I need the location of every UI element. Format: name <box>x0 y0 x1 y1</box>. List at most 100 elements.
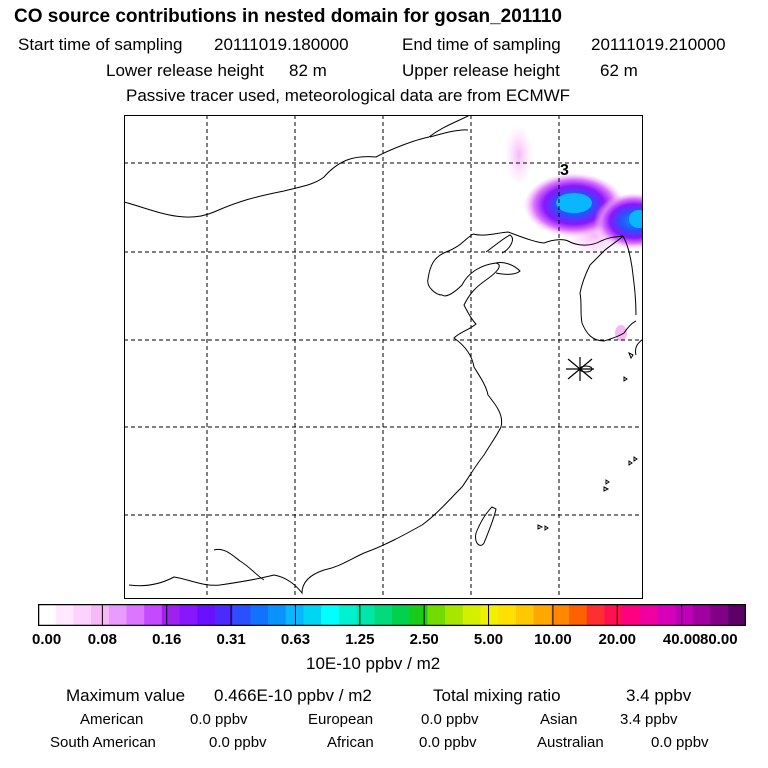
colorbar-cell <box>215 604 234 626</box>
colorbar-cell <box>586 604 605 626</box>
plume-faint-north <box>505 125 533 185</box>
colorbar-tick-label: 80.00 <box>700 631 738 648</box>
colorbar-tick-label: 1.25 <box>345 631 375 648</box>
start-time-value: 20111019.180000 <box>214 35 349 54</box>
colorbar-cell <box>445 604 464 626</box>
colorbar-tick-label: 5.00 <box>473 631 504 648</box>
max-location-label: 3 <box>560 162 569 179</box>
max-value-label: Maximum value <box>66 686 186 705</box>
colorbar-cell <box>268 604 287 626</box>
colorbar-cell <box>480 604 499 626</box>
colorbar-cell <box>356 604 375 626</box>
colorbar-cell <box>515 604 535 626</box>
colorbar-cell <box>675 604 694 626</box>
colorbar-cell <box>604 604 623 626</box>
map-frame <box>124 115 643 599</box>
border-south-inland <box>213 548 265 581</box>
region-name: South American <box>50 734 156 751</box>
region-name: Australian <box>537 734 604 751</box>
coast-japan <box>635 338 643 356</box>
colorbar-cell <box>55 604 74 626</box>
colorbar-tick-label: 0.31 <box>216 631 246 648</box>
max-value: 0.466E-10 ppbv / m2 <box>214 686 372 705</box>
region-name: European <box>308 711 374 728</box>
colorbar-tick-label: 2.50 <box>409 631 439 648</box>
colorbar-tick-label: 10.00 <box>534 631 572 648</box>
colorbar-cell <box>73 604 92 626</box>
colorbar-cell <box>126 604 145 626</box>
colorbar-cell <box>409 604 428 626</box>
colorbar-units: 10E-10 ppbv / m2 <box>306 654 441 673</box>
region-value: 0.0 ppbv <box>421 711 479 728</box>
map-panel: 3 <box>124 115 643 599</box>
plume-peak-west <box>556 193 592 213</box>
total-mixing-value: 3.4 ppbv <box>626 686 692 705</box>
colorbar-cell <box>551 604 570 626</box>
grid-lines <box>124 115 643 599</box>
colorbar-cell <box>427 604 446 626</box>
colorbar-cell <box>692 604 712 626</box>
figure-title: CO source contributions in nested domain… <box>14 6 562 27</box>
colorbar-cell <box>462 604 482 626</box>
colorbar-tick-label: 20.00 <box>598 631 637 648</box>
region-name: Asian <box>540 711 578 728</box>
colorbar-cell <box>533 604 552 626</box>
colorbar-tick-label: 0.16 <box>152 631 182 648</box>
colorbar-cell <box>392 604 411 626</box>
colorbar-cell <box>285 604 305 626</box>
colorbar-cell <box>338 604 358 626</box>
colorbar-cell <box>728 604 746 626</box>
colorbar-cell <box>197 604 216 626</box>
colorbar-cell <box>303 604 322 626</box>
colorbar-cell <box>374 604 393 626</box>
plume-spot-korea <box>615 325 627 341</box>
colorbar-cell <box>91 604 110 626</box>
border-north-spur <box>429 129 469 138</box>
colorbar-cell <box>144 604 163 626</box>
islands-small <box>537 351 638 531</box>
region-name: American <box>80 711 144 728</box>
coast-korea-east <box>622 235 637 316</box>
plume-peak-east <box>629 210 643 228</box>
colorbar-cell <box>38 604 57 626</box>
lower-release-label: Lower release height <box>106 61 264 80</box>
upper-release-label: Upper release height <box>402 61 560 80</box>
plume-layer <box>505 125 643 341</box>
colorbar-tick-label: 0.00 <box>32 631 62 648</box>
region-value: 0.0 ppbv <box>209 734 267 751</box>
colorbar-cell <box>108 604 128 626</box>
end-time-value: 20111019.210000 <box>591 35 726 54</box>
start-time-label: Start time of sampling <box>18 35 183 54</box>
plume-core-east <box>594 193 643 249</box>
border-northeast <box>472 231 624 246</box>
border-north <box>124 115 471 218</box>
colorbar-cell <box>569 604 588 626</box>
region-value: 0.0 ppbv <box>651 734 709 751</box>
coast-china <box>128 233 503 595</box>
colorbar-tick-label: 40.00 <box>662 631 701 648</box>
coast-liaodong <box>485 234 513 254</box>
region-value: 0.0 ppbv <box>190 711 248 728</box>
region-value: 0.0 ppbv <box>419 734 477 751</box>
colorbar-cell <box>639 604 659 626</box>
colorbar-cell <box>321 604 340 626</box>
colorbar-tick-label: 0.63 <box>280 631 311 648</box>
receptor-marker-icon <box>566 357 594 381</box>
upper-release-value: 62 m <box>600 61 638 80</box>
tracer-note: Passive tracer used, meteorological data… <box>126 86 571 105</box>
colorbar-cell <box>657 604 676 626</box>
island-taiwan <box>475 506 497 546</box>
region-value: 3.4 ppbv <box>620 711 678 728</box>
colorbar-cell <box>161 604 181 626</box>
colorbar-cell <box>498 604 517 626</box>
lower-release-value: 82 m <box>289 61 327 80</box>
total-mixing-label: Total mixing ratio <box>433 686 561 705</box>
coast-shandong <box>495 262 521 275</box>
colorbar <box>38 604 746 626</box>
colorbar-cell <box>710 604 729 626</box>
end-time-label: End time of sampling <box>402 35 561 54</box>
colorbar-cell <box>622 604 641 626</box>
colorbar-cell <box>179 604 198 626</box>
colorbar-tick-label: 0.08 <box>87 631 117 648</box>
region-name: African <box>327 734 374 751</box>
